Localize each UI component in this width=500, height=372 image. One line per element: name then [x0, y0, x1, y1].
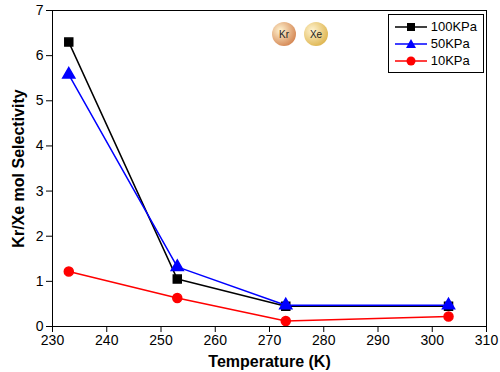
- html-text:100KPa: 100KPa: [430, 19, 477, 34]
- svg-text:230: 230: [41, 332, 65, 348]
- svg-text:Temperature (K): Temperature (K): [208, 353, 330, 370]
- svg-text:0: 0: [35, 318, 44, 334]
- svg-text:4: 4: [36, 137, 44, 153]
- svg-text:6: 6: [36, 47, 44, 63]
- svg-text:250: 250: [149, 332, 173, 348]
- svg-text:260: 260: [204, 332, 228, 348]
- html-text:50KPa: 50KPa: [430, 36, 470, 51]
- svg-text:3: 3: [36, 183, 44, 199]
- svg-text:1: 1: [36, 273, 44, 289]
- svg-text:300: 300: [421, 332, 445, 348]
- svg-text:Kr/Xe mol Selectivity: Kr/Xe mol Selectivity: [10, 89, 27, 247]
- html-text:Xe: Xe: [309, 28, 323, 40]
- svg-text:270: 270: [258, 332, 282, 348]
- html-text:Kr: Kr: [279, 28, 289, 40]
- svg-text:7: 7: [36, 2, 44, 18]
- svg-text:290: 290: [366, 332, 390, 348]
- svg-text:240: 240: [95, 332, 119, 348]
- svg-text:2: 2: [36, 228, 44, 244]
- svg-text:5: 5: [36, 92, 44, 108]
- svg-text:280: 280: [312, 332, 336, 348]
- html-text:10KPa: 10KPa: [430, 53, 470, 68]
- svg-text:310: 310: [475, 332, 499, 348]
